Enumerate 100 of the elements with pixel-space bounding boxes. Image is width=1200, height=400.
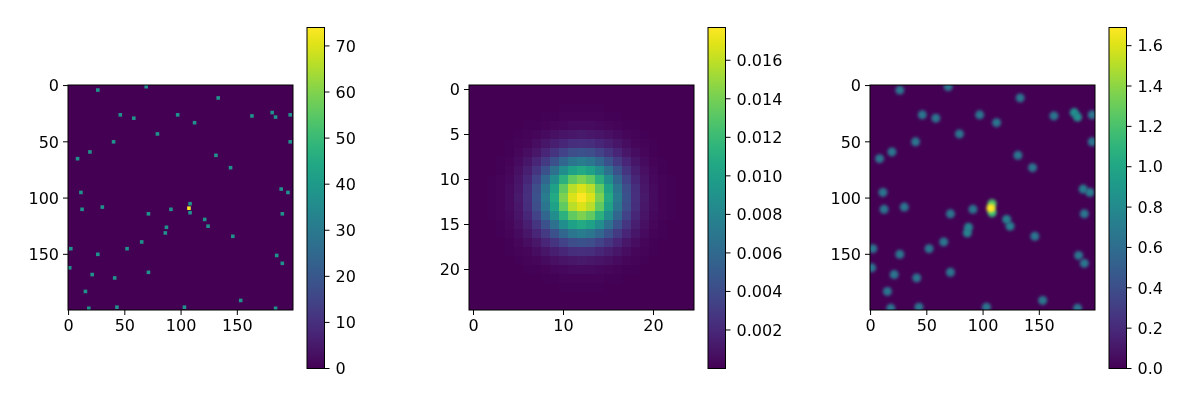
point xyxy=(163,231,168,235)
point xyxy=(887,147,897,157)
point xyxy=(155,132,160,136)
color-bar-label: 0.0 xyxy=(1137,359,1163,379)
x-tick-label: 100 xyxy=(967,316,999,336)
point xyxy=(115,305,119,309)
point xyxy=(79,190,83,195)
color-bar-label: 50 xyxy=(335,128,356,148)
point xyxy=(882,286,892,296)
point xyxy=(125,246,129,251)
point xyxy=(912,273,922,283)
x-tick-label: 50 xyxy=(114,316,135,336)
color-bar-label: 40 xyxy=(335,174,356,194)
color-bar-label: 60 xyxy=(335,82,356,102)
color-bar-label: 0.6 xyxy=(1137,238,1163,258)
color-bar-label: 1.4 xyxy=(1137,76,1163,96)
point xyxy=(875,154,885,164)
point xyxy=(100,205,105,209)
point xyxy=(895,249,905,259)
color-bar-label: 0.012 xyxy=(736,128,783,148)
point xyxy=(146,212,151,216)
color-bar-label: 1.0 xyxy=(1137,157,1163,177)
color-bar-label: 0.010 xyxy=(736,166,783,186)
point xyxy=(286,190,290,195)
y-tick-label: 50 xyxy=(840,132,861,152)
point xyxy=(1074,250,1084,260)
point xyxy=(931,113,941,123)
point xyxy=(1078,184,1088,194)
point xyxy=(1049,111,1059,121)
color-bar-label: 1.6 xyxy=(1137,36,1163,56)
point xyxy=(279,187,283,191)
point xyxy=(214,153,218,158)
point xyxy=(924,244,934,254)
point xyxy=(945,209,955,219)
y-tick-label: 100 xyxy=(28,188,59,208)
point xyxy=(889,270,899,280)
point xyxy=(975,110,985,120)
point xyxy=(1030,231,1040,241)
x-tick-label: 10 xyxy=(553,316,574,336)
point xyxy=(1079,209,1089,219)
color-bar-label: 0.008 xyxy=(736,205,783,225)
color-bar-label: 1.2 xyxy=(1137,117,1163,137)
point xyxy=(1005,221,1015,231)
point xyxy=(870,244,878,254)
point xyxy=(945,267,955,277)
x-tick-label: 0 xyxy=(63,316,74,336)
point xyxy=(206,224,210,228)
point xyxy=(1002,214,1012,224)
point xyxy=(231,234,235,239)
y-tick-label: 5 xyxy=(449,125,460,145)
point xyxy=(1038,295,1048,305)
point xyxy=(250,114,254,118)
point xyxy=(1028,163,1038,173)
y-tick-label: 150 xyxy=(830,245,861,265)
point xyxy=(878,187,888,197)
point xyxy=(96,88,100,92)
color-bar-label: 0.2 xyxy=(1137,318,1163,338)
y-tick-label: 0 xyxy=(449,80,460,100)
color-bar-label: 0 xyxy=(335,359,346,379)
point xyxy=(879,204,889,214)
point xyxy=(280,212,285,216)
point xyxy=(139,240,144,244)
point xyxy=(270,110,274,115)
color-bar-label: 0.016 xyxy=(736,51,783,71)
point xyxy=(939,237,949,247)
point xyxy=(968,204,978,214)
color-bar-label: 20 xyxy=(335,267,356,287)
x-tick-label: 50 xyxy=(916,316,937,336)
point xyxy=(911,137,921,147)
point xyxy=(132,116,136,120)
point xyxy=(188,210,192,215)
y-tick-label: 0 xyxy=(48,76,59,96)
x-tick-label: 150 xyxy=(1024,316,1055,336)
color-bar-label: 0.8 xyxy=(1137,197,1163,217)
x-tick-label: 0 xyxy=(468,316,479,336)
x-tick-label: 0 xyxy=(865,316,876,336)
color-bar-label: 0.006 xyxy=(736,243,783,263)
point xyxy=(187,206,191,210)
y-tick-label: 0 xyxy=(850,76,861,96)
point xyxy=(895,85,905,95)
point xyxy=(90,272,94,277)
point xyxy=(1013,150,1023,160)
point xyxy=(917,110,927,120)
point xyxy=(188,201,192,206)
point xyxy=(182,305,187,309)
point xyxy=(1073,112,1083,122)
y-tick-label: 150 xyxy=(28,245,59,265)
x-tick-label: 100 xyxy=(165,316,197,336)
color-bar-label: 0.014 xyxy=(736,89,783,109)
y-tick-label: 50 xyxy=(38,132,59,152)
point xyxy=(112,276,117,280)
point xyxy=(118,113,123,117)
point xyxy=(69,246,73,251)
point xyxy=(288,140,292,144)
point xyxy=(175,113,180,117)
point xyxy=(216,96,220,100)
y-tick-label: 15 xyxy=(439,215,460,235)
y-tick-label: 20 xyxy=(439,260,460,280)
point xyxy=(992,118,1002,128)
color-bar-label: 0.002 xyxy=(736,320,783,340)
